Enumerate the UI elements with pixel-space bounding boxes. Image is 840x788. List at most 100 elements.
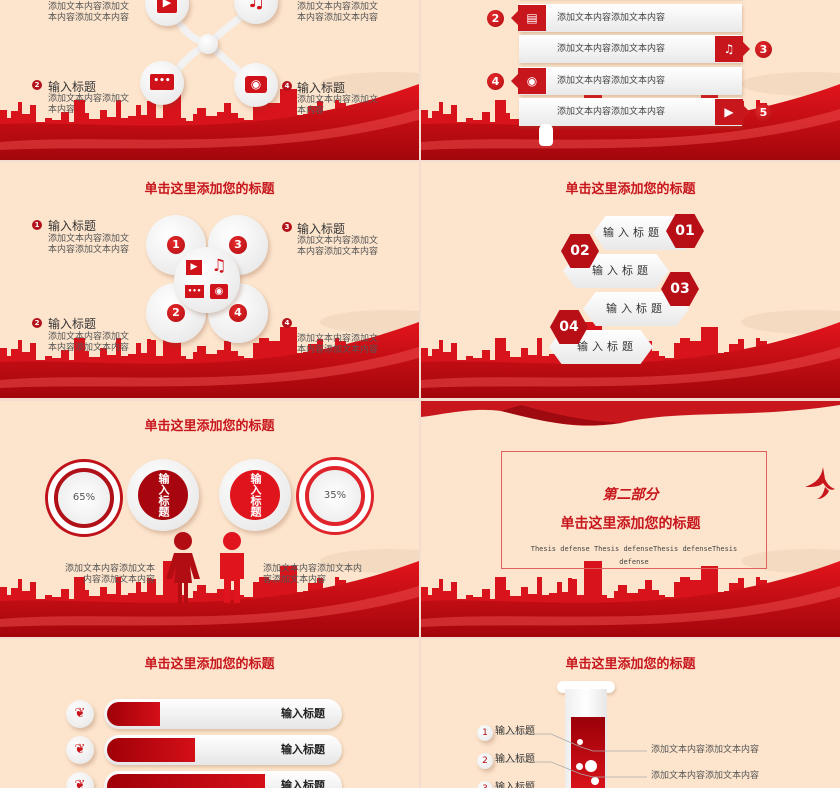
bar-text: 添加文本内容添加文本内容 [557,107,666,117]
ribbon-highlight [0,109,419,150]
skyline-ribbon-background [0,72,419,160]
slide-thumbnail-1[interactable]: 添加文本内容添加文 本内容添加文本内容 添加文本内容添加文 本内容添加文本内容 ▶ … [0,0,419,160]
number-badge: 5 [755,104,772,121]
bullet-number: 4 [282,318,292,328]
bullet-number: 3 [282,222,292,232]
item-title: 输入标题 [495,754,535,765]
body-text: 添加文本内容添加文本内容添加文本内容 [297,2,379,23]
list-bar[interactable]: 添加文本内容添加文本内容 [519,35,742,63]
slide-thumbnail-5[interactable]: 单击这里添加您的标题 65% 35% 输入标题 输入标题 添加文本内容添加文本内… [0,401,419,637]
body-text: 添加文本内容添加文本内容添加文本内容 [297,334,379,355]
skyline [0,84,354,129]
bubble [576,763,583,770]
chat-icon: ••• [185,285,204,298]
people-icons [166,532,244,603]
tube-liquid [571,717,605,788]
mist [741,310,840,334]
skyline-ribbon-background [0,310,419,398]
item-title: 输入标题 [48,317,97,331]
slide-thumbnail-2[interactable]: 添加文本内容添加文本内容 ▤ 2 添加文本内容添加文本内容 ♫ 3 添加文本内容添加文本内容… [421,0,840,160]
skyline [0,561,354,606]
list-bar[interactable]: 添加文本内容添加文本内容 [519,67,742,95]
number-badge: 1 [167,236,185,254]
body-text: 添加文本内容添加文 本内容 [297,95,379,116]
item-title: 输入标题 [297,222,346,236]
body-text: 添加文本内容添加文 本内容 [48,94,130,115]
slide-title: 单击这里添加您的标题 [144,419,275,434]
slide-thumbnail-3[interactable]: 单击这里添加您的标题 1 输入标题 添加文本内容添加文 本内容添加文本内容 3 输… [0,162,419,398]
video-icon: ▶ [715,99,743,125]
bullet-number: 2 [32,80,42,90]
bar-text: 添加文本内容添加文本内容 [557,44,666,54]
bubble [585,760,597,772]
number-badge: 3 [755,41,772,58]
bullet-number: 1 [32,220,42,230]
skyline-ribbon-background [0,549,419,637]
body-text: 添加文本内容添加文本内容添加文本内容 [297,236,379,257]
music-icon: ♫ [211,256,227,276]
section-frame [501,451,767,569]
number-badge: 2 [477,753,493,769]
camera-icon: ◉ [518,68,546,94]
number-badge: 4 [487,73,504,90]
skyline-ribbon-background [421,549,840,637]
bar-label: 输入标题 [281,707,325,720]
slide-thumbnail-8[interactable]: 单击这里添加您的标题 1输入标题2输入标题3输入标题 添加文本内容添加文本内容 … [421,639,840,788]
item-title: 输入标题 [495,726,535,737]
tag-arrow [511,11,518,25]
bubble-label: 输入标题 [138,470,188,520]
skyline [0,322,354,367]
slide-title: 单击这里添加您的标题 [565,657,696,672]
progress-fill [107,702,161,726]
percent-ring-right: 35% [296,457,374,535]
speech-bubble-left: 输入标题 [127,459,199,531]
progress-bar: 输入标题 [104,699,342,729]
mist [320,310,419,334]
bar-text: 添加文本内容添加文本内容 [557,13,666,23]
body-text: 添加文本内容添加文本内容添加文本内容 [263,564,363,585]
list-bar[interactable]: 添加文本内容添加文本内容 [519,4,742,32]
hub-circle [198,34,218,54]
section-label: 第二部分 [602,487,659,503]
doves-icon [805,467,835,499]
number-badge: 4 [229,304,247,322]
slide-title: 单击这里添加您的标题 [144,182,275,197]
leaf-icon: ❦ [66,700,94,728]
leaf-icon: ❦ [66,772,94,788]
center-circle: ▶ ♫ ••• ◉ [174,247,240,313]
camera-icon: ◉ [210,284,228,299]
slide-title: 单击这里添加您的标题 [560,516,701,532]
slide-thumbnail-4[interactable]: 单击这里添加您的标题 输入标题 01 输入标题 02 输入标题 03 输入标题 … [421,162,840,398]
percent-value: 35% [305,466,365,526]
camera-circle: ◉ [234,63,278,107]
music-icon: ♫ [715,36,743,62]
item-title: 输入标题 [48,219,97,233]
ribbon-highlight [421,109,840,150]
tag-arrow [511,74,518,88]
ribbon-highlight [421,347,840,388]
number-badge: 2 [167,304,185,322]
slide-thumbnail-6[interactable]: 第二部分 单击这里添加您的标题 Thesis defense Thesis de… [421,401,840,637]
leaf-icon: ❦ [66,736,94,764]
tag-arrow [743,105,750,119]
skyline [421,561,775,606]
progress-fill [107,774,265,788]
mist [320,72,419,96]
percent-ring-left: 65% [45,459,123,537]
body-text: 添加文本内容添加文本内容添加文本内容 [48,2,130,23]
list-bar[interactable]: 添加文本内容添加文本内容 [519,98,742,126]
bar-label: 输入标题 [281,779,325,788]
slide-title: 单击这里添加您的标题 [144,657,275,672]
chat-circle: ••• [140,61,184,105]
bar-text: 添加文本内容添加文本内容 [557,76,666,86]
progress-bar: 输入标题 [104,735,342,765]
subtitle: Thesis defense Thesis defenseThesis defe… [530,545,738,566]
chat-icon: ▤ [518,5,546,31]
number-badge: 1 [477,725,493,741]
slide-thumbnail-7[interactable]: 单击这里添加您的标题 ❦ 输入标题 ❦ 输入标题 ❦ 输入标题 [0,639,419,788]
number-badge: 3 [477,781,493,788]
percent-value: 65% [54,468,114,528]
bullet-number: 4 [282,81,292,91]
music-icon: ♫ [246,0,266,13]
speech-bubble-right: 输入标题 [219,459,291,531]
